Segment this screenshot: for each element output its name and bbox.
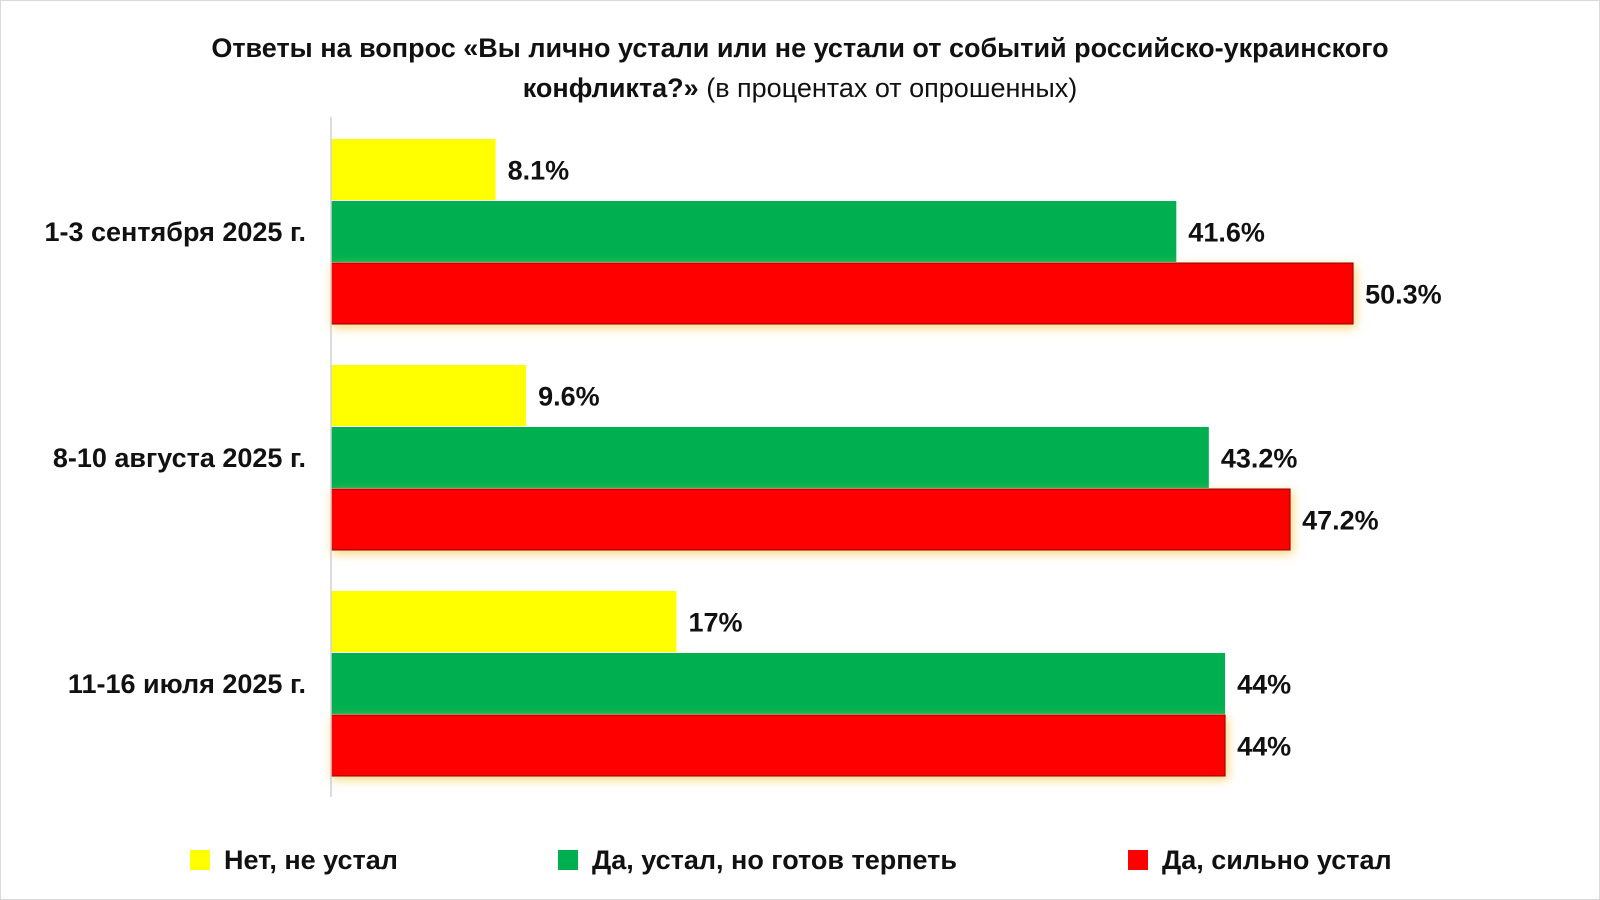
data-label: 9.6% (538, 382, 600, 412)
chart-title-bold-part: конфликта?» (522, 73, 699, 103)
legend-label: Да, сильно устал (1162, 844, 1392, 875)
bar-tired-but-ready (331, 427, 1209, 488)
legend-swatch-green (558, 850, 578, 870)
bar-very-tired (330, 262, 1354, 325)
legend-label: Да, устал, но готов терпеть (592, 844, 958, 875)
category-label: 1-3 сентября 2025 г. (44, 217, 306, 247)
bar-not-tired (331, 139, 496, 200)
category-label: 8-10 августа 2025 г. (53, 443, 306, 473)
bar-very-tired (330, 488, 1291, 551)
data-label: 44% (1237, 732, 1291, 762)
data-label: 47.2% (1302, 506, 1379, 536)
chart-subtitle: (в процентах от опрошенных) (706, 73, 1078, 103)
data-label: 50.3% (1365, 280, 1442, 310)
chart-title-line1: Ответы на вопрос «Вы лично устали или не… (211, 33, 1389, 63)
bar-very-tired (330, 714, 1226, 777)
data-label: 8.1% (508, 156, 570, 186)
data-label: 41.6% (1188, 218, 1265, 248)
data-label: 43.2% (1221, 444, 1298, 474)
chart-title: Ответы на вопрос «Вы лично устали или не… (0, 28, 1600, 108)
legend-swatch-red (1128, 850, 1148, 870)
legend-item-tired-but-ready: Да, устал, но готов терпеть (558, 840, 957, 880)
category-label: 11-16 июля 2025 г. (68, 669, 306, 699)
legend-item-not-tired: Нет, не устал (190, 840, 398, 880)
bar-tired-but-ready (331, 201, 1177, 262)
chart-legend: Нет, не устал Да, устал, но готов терпет… (0, 840, 1600, 880)
legend-item-very-tired: Да, сильно устал (1128, 840, 1392, 880)
bar-not-tired (331, 591, 677, 652)
legend-label: Нет, не устал (224, 844, 398, 875)
bar-not-tired (331, 365, 527, 426)
bar-tired-but-ready (331, 653, 1226, 714)
legend-swatch-yellow (190, 850, 210, 870)
data-label: 17% (688, 608, 742, 638)
data-label: 44% (1237, 670, 1291, 700)
chart-title-line2: конфликта?» (в процентах от опрошенных) (0, 68, 1600, 108)
